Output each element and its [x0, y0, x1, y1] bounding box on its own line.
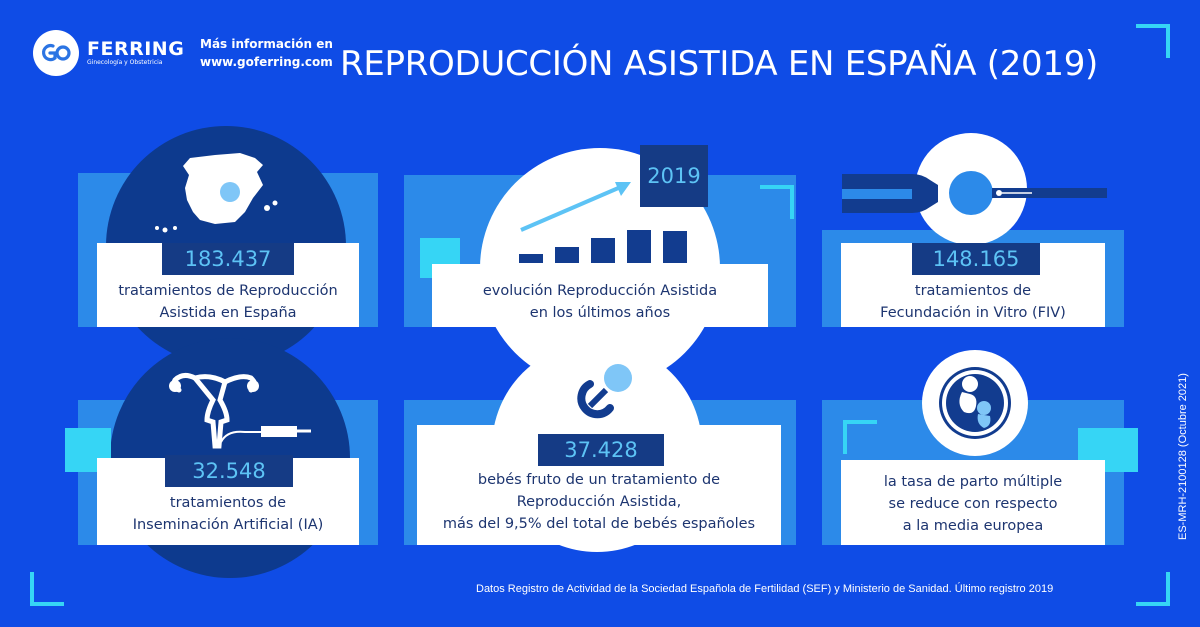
- ivf-pipette-icon: [842, 171, 1107, 215]
- card-5-value: 37.428: [538, 434, 664, 466]
- card-4-description: tratamientos de Inseminación Artificial …: [132, 495, 324, 533]
- card-5-description: bebés fruto de un tratamiento de Reprodu…: [442, 472, 756, 532]
- card-6-text-box: [841, 460, 1105, 545]
- spain-map-icon: [155, 153, 278, 233]
- card-3-value: 148.165: [912, 243, 1040, 275]
- card-2-corner-decoration: [760, 185, 794, 219]
- ferring-logo-icon: [33, 30, 79, 76]
- card-6-description: la tasa de parto múltiple se reduce con …: [883, 474, 1063, 534]
- card-2-description: evolución Reproducción Asistida en los ú…: [482, 283, 718, 321]
- card-1-description: tratamientos de Reproducción Asistida en…: [118, 283, 338, 321]
- growth-chart-icon: [519, 182, 687, 263]
- card-1-value: 183.437: [162, 243, 294, 275]
- twins-icon: [939, 367, 1011, 439]
- logo-subtitle: Ginecología y Obstetricia: [87, 59, 163, 66]
- card-2-text-box: [432, 264, 768, 327]
- page-title: REPRODUCCIÓN ASISTIDA EN ESPAÑA (2019): [340, 44, 1098, 84]
- logo-brand: FERRING: [87, 38, 185, 60]
- document-code: ES-MRH-2100128 (Octubre 2021): [1177, 373, 1189, 540]
- card-4-value: 32.548: [165, 455, 293, 487]
- ferring-logo[interactable]: FERRING Ginecología y Obstetricia: [33, 30, 184, 76]
- card-2-year: 2019: [640, 145, 708, 207]
- more-info-label: Más información en: [200, 37, 333, 51]
- website-link[interactable]: www.goferring.com: [200, 55, 333, 69]
- corner-decoration-top-right: [1136, 24, 1170, 58]
- corner-decoration-bottom-right: [1136, 572, 1170, 606]
- card-6-corner-decoration: [843, 420, 877, 454]
- card-3-description: tratamientos de Fecundación in Vitro (FI…: [880, 283, 1066, 321]
- uterus-syringe-icon: [169, 372, 311, 449]
- pacifier-icon: [577, 364, 632, 419]
- more-info: Más información en www.goferring.com: [200, 35, 333, 71]
- source-footnote: Datos Registro de Actividad de la Socied…: [476, 583, 1054, 595]
- corner-decoration-bottom-left: [30, 572, 64, 606]
